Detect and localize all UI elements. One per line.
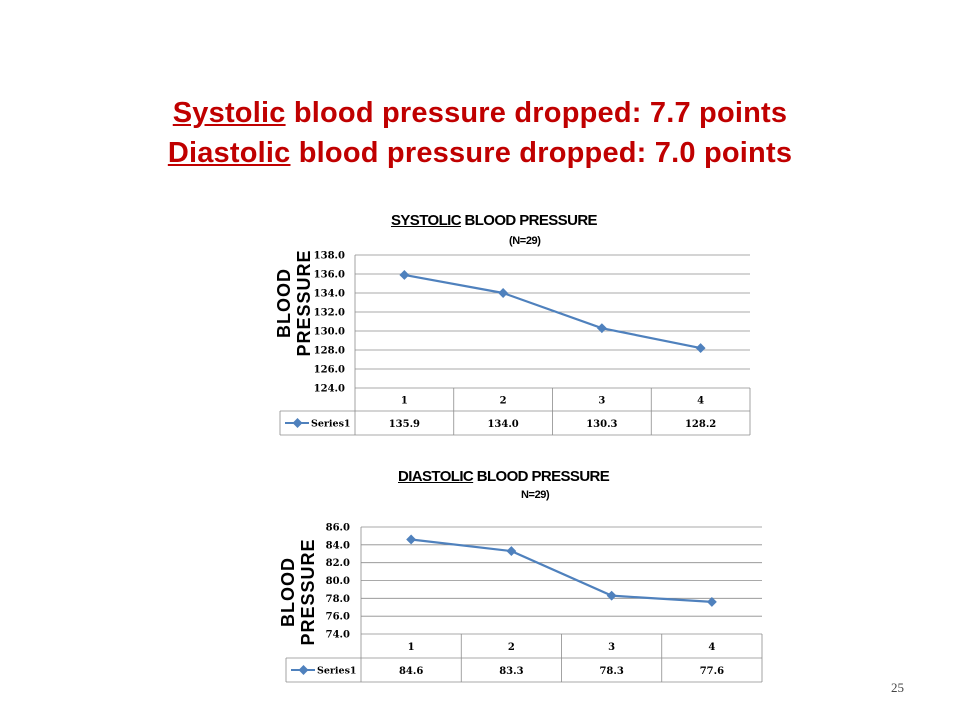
systolic-y-tick-label: 126.0	[314, 365, 345, 376]
headline-systolic: Systolic blood pressure dropped: 7.7 poi…	[0, 97, 960, 130]
diastolic-y-tick-label: 80.0	[326, 576, 350, 587]
systolic-chart: 124.0 126.0 128.0 130.0 132.0 134.0 136.0 138.0…	[279, 251, 751, 436]
diastolic-data-label: 77.6	[700, 666, 724, 677]
systolic-y-tick-label: 128.0	[314, 346, 345, 357]
headline-diastolic: Diastolic blood pressure dropped: 7.0 po…	[0, 137, 960, 170]
diastolic-title-keyword: DIASTOLIC	[398, 468, 474, 485]
systolic-data-point	[695, 343, 706, 354]
diastolic-y-tick-label: 82.0	[326, 558, 350, 569]
systolic-title-keyword: SYSTOLIC	[391, 212, 462, 229]
page-number: 25	[891, 680, 904, 695]
systolic-chart-subtitle: (N=29)	[509, 235, 541, 247]
systolic-y-tick-label: 136.0	[314, 270, 345, 281]
diastolic-y-tick-label: 76.0	[326, 612, 350, 623]
systolic-x-tick-label: 1	[401, 396, 408, 407]
systolic-y-tick-label: 138.0	[314, 251, 345, 262]
diastolic-chart-title: DIASTOLIC BLOOD PRESSURE	[398, 468, 610, 485]
diastolic-legend-marker	[298, 665, 309, 675]
diastolic-series-line	[410, 538, 712, 603]
diastolic-data-label: 83.3	[499, 666, 523, 677]
systolic-legend-label: Series1	[311, 419, 351, 430]
systolic-data-label: 128.2	[685, 419, 716, 430]
diastolic-title-rest: BLOOD PRESSURE	[473, 468, 610, 485]
diastolic-chart-subtitle: N=29)	[521, 489, 550, 501]
diastolic-data-label: 78.3	[599, 666, 623, 677]
diastolic-y-tick-label: 84.0	[326, 540, 350, 551]
systolic-series-line	[404, 273, 701, 350]
diastolic-y-tick-label: 86.0	[326, 523, 350, 534]
systolic-data-label: 130.3	[586, 419, 617, 430]
systolic-legend-marker	[292, 418, 303, 428]
systolic-x-tick-label: 2	[500, 396, 507, 407]
headline-systolic-text: blood pressure dropped: 7.7 points	[285, 97, 788, 129]
diastolic-chart: 74.0 76.0 78.0 80.0 82.0 84.0 86.0 1 2 3 4 84.6 83.3…	[285, 523, 763, 683]
systolic-title-rest: BLOOD PRESSURE	[460, 212, 598, 229]
diastolic-data-point	[406, 534, 417, 545]
diastolic-data-point	[606, 590, 617, 601]
systolic-data-label: 134.0	[487, 419, 518, 430]
diastolic-x-tick-label: 2	[508, 642, 515, 653]
diastolic-y-tick-label: 78.0	[326, 594, 350, 605]
systolic-data-point	[596, 323, 607, 334]
diastolic-legend-label: Series1	[317, 666, 357, 677]
diastolic-data-label: 84.6	[399, 666, 423, 677]
systolic-y-tick-label: 134.0	[314, 289, 345, 300]
systolic-data-point	[399, 270, 410, 280]
systolic-y-tick-label: 124.0	[314, 384, 345, 395]
systolic-data-point	[498, 288, 509, 298]
diastolic-data-point	[706, 596, 717, 607]
headline-diastolic-text: blood pressure dropped: 7.0 points	[290, 137, 793, 169]
systolic-chart-title: SYSTOLIC BLOOD PRESSURE	[391, 212, 598, 229]
systolic-x-tick-label: 4	[697, 396, 704, 407]
systolic-x-tick-label: 3	[598, 396, 605, 407]
diastolic-x-tick-label: 1	[408, 642, 415, 653]
systolic-y-tick-label: 130.0	[314, 327, 345, 338]
diastolic-y-tick-label: 74.0	[326, 630, 350, 641]
systolic-data-label: 135.9	[389, 419, 420, 430]
diastolic-data-point	[506, 546, 517, 557]
diastolic-x-tick-label: 4	[708, 642, 715, 653]
headline-diastolic-keyword: Diastolic	[167, 137, 291, 169]
headline-systolic-keyword: Systolic	[172, 97, 286, 129]
systolic-y-tick-label: 132.0	[314, 308, 345, 319]
diastolic-x-tick-label: 3	[608, 642, 615, 653]
